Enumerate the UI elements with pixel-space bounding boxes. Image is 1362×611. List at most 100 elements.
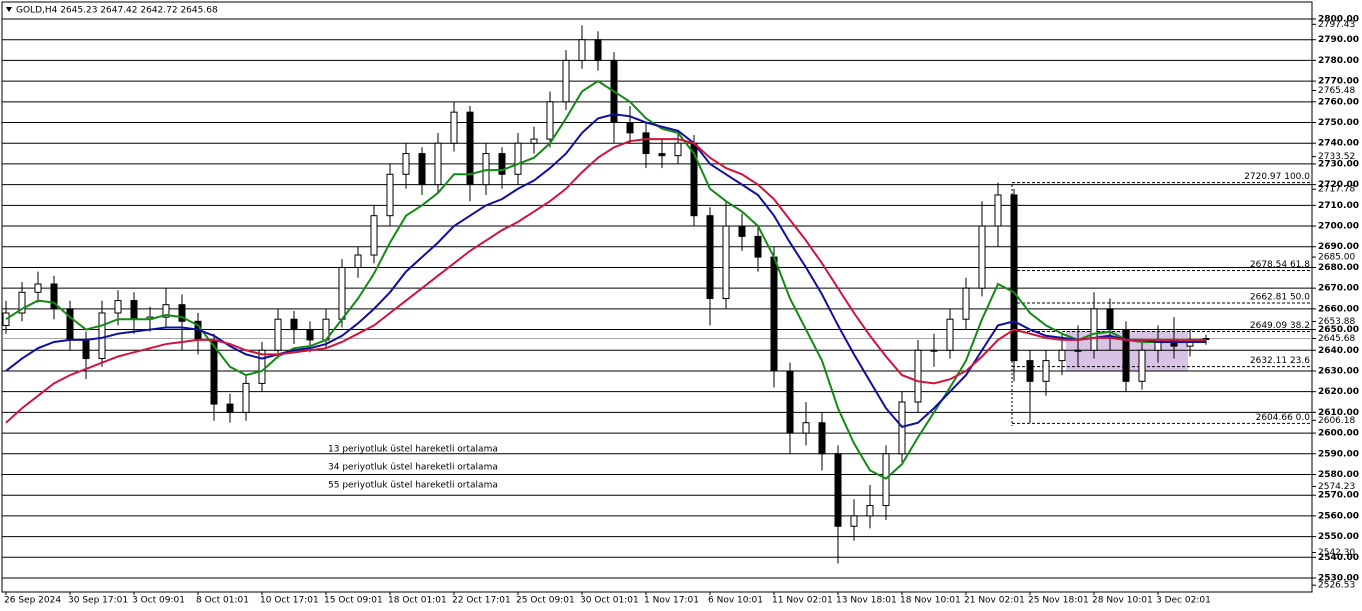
candle-body (338, 266, 346, 320)
x-tick-label: 1 Nov 17:01 (644, 596, 699, 606)
menu-arrow (6, 7, 12, 12)
candle-body (1138, 349, 1146, 382)
candle-body (770, 256, 778, 372)
y-tick-label: 2600.00 (1318, 429, 1359, 439)
candle-body (674, 142, 682, 157)
legend-label: 13 periyotluk üstel hareketli ortalama (328, 445, 498, 455)
fib-label: 2632.11 23.6 (1250, 356, 1310, 366)
fib-label: 2662.81 50.0 (1250, 293, 1310, 303)
candle-body (482, 153, 490, 186)
fib-label: 2604.66 0.0 (1256, 413, 1311, 423)
candle-body (850, 515, 858, 527)
price-label: 2765.48 (1318, 86, 1355, 96)
candle-body (1106, 308, 1114, 331)
candle-body (754, 235, 762, 258)
x-tick-label: 30 Oct 01:01 (580, 596, 639, 606)
candle-body (306, 329, 314, 341)
y-tick-label: 2550.00 (1318, 532, 1359, 542)
y-tick-label: 2690.00 (1318, 242, 1359, 252)
y-tick-label: 2790.00 (1318, 35, 1359, 45)
candle-body (642, 132, 650, 155)
x-tick-label: 13 Nov 18:01 (836, 596, 897, 606)
price-label: 2574.23 (1318, 482, 1355, 492)
ema-line (5, 138, 1206, 424)
fib-label: 2720.97 100.0 (1244, 172, 1310, 182)
candle-body (834, 453, 842, 527)
legend-label: 55 periyotluk üstel hareketli ortalama (328, 481, 498, 491)
candle-body (994, 194, 1002, 227)
candle-body (50, 283, 58, 310)
y-tick-label: 2800.00 (1318, 14, 1359, 24)
y-tick-label: 2760.00 (1318, 97, 1359, 107)
x-tick-label: 22 Oct 17:01 (452, 596, 511, 606)
candle-body (34, 283, 42, 293)
candle-body (18, 291, 26, 314)
candle-body (178, 304, 186, 322)
candle-body (658, 153, 666, 157)
price-label: 2685.00 (1318, 253, 1355, 263)
candle-body (978, 225, 986, 289)
y-tick-label: 2670.00 (1318, 284, 1359, 294)
ema-line (5, 113, 1206, 428)
candle-body (722, 225, 730, 300)
y-tick-label: 2750.00 (1318, 118, 1359, 128)
candle-body (98, 312, 106, 360)
y-tick-label: 2620.00 (1318, 387, 1359, 397)
candle-body (962, 287, 970, 320)
legend-label: 34 periyotluk üstel hareketli ortalama (328, 463, 498, 473)
candle-body (946, 318, 954, 351)
x-tick-label: 25 Nov 18:01 (1028, 596, 1089, 606)
candle-body (290, 318, 298, 331)
plot-frame (1, 1, 1313, 593)
candle-body (82, 339, 90, 360)
y-tick-label: 2700.00 (1318, 222, 1359, 232)
candle-body (130, 300, 138, 320)
y-tick-label: 2720.00 (1318, 180, 1359, 190)
candle-body (818, 422, 826, 455)
candle-body (418, 153, 426, 186)
candle-body (498, 153, 506, 175)
x-tick-label: 3 Dec 02:01 (1156, 596, 1211, 606)
x-tick-label: 28 Nov 10:01 (1092, 596, 1153, 606)
candle-body (242, 382, 250, 413)
y-tick-label: 2650.00 (1318, 325, 1359, 335)
x-tick-label: 30 Sep 17:01 (68, 596, 128, 606)
candle-body (226, 403, 234, 413)
x-tick-label: 8 Oct 01:01 (196, 596, 249, 606)
candle-body (1074, 349, 1082, 352)
x-tick-label: 18 Nov 10:01 (900, 596, 961, 606)
y-tick-label: 2780.00 (1318, 56, 1359, 66)
candle-body (1122, 329, 1130, 382)
candle-body (1010, 194, 1018, 362)
y-tick-label: 2610.00 (1318, 408, 1359, 418)
fib-label: 2678.54 61.8 (1250, 260, 1310, 270)
y-tick-label: 2680.00 (1318, 263, 1359, 273)
fib-label: 2649.09 38.2 (1250, 321, 1310, 331)
price-label: 2717.78 (1318, 185, 1355, 195)
candle-body (66, 308, 74, 341)
candle-body (466, 111, 474, 186)
y-tick-label: 2640.00 (1318, 346, 1359, 356)
y-tick-label: 2560.00 (1318, 511, 1359, 521)
y-tick-label: 2730.00 (1318, 159, 1359, 169)
candle-body (866, 505, 874, 517)
candle-body (898, 401, 906, 455)
candle-body (626, 122, 634, 134)
candle-body (530, 138, 538, 144)
price-label: 2733.52 (1318, 152, 1355, 162)
candle-body (162, 304, 170, 318)
price-label: 2797.43 (1318, 20, 1355, 30)
candle-body (434, 142, 442, 186)
x-tick-label: 25 Oct 09:01 (516, 596, 575, 606)
x-tick-label: 15 Oct 09:01 (324, 596, 383, 606)
candle-body (1026, 360, 1034, 382)
candle-body (258, 349, 266, 384)
candle-body (386, 173, 394, 217)
y-tick-label: 2590.00 (1318, 449, 1359, 459)
price-label: 2653.88 (1318, 317, 1355, 327)
candle-body (402, 153, 410, 175)
candle-body (370, 215, 378, 256)
candle-body (578, 39, 586, 61)
y-tick-label: 2740.00 (1318, 139, 1359, 149)
